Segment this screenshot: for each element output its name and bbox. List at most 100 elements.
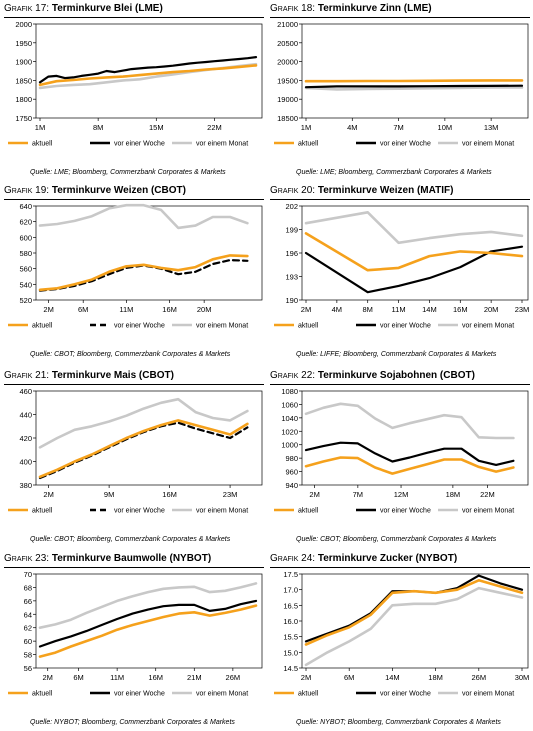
title-rule [270, 567, 530, 568]
y-tick-label: 56 [24, 664, 32, 673]
chart-panel-21: Grafik 21: Terminkurve Mais (CBOT) 380 400… [4, 370, 266, 548]
chart-panel-22: Grafik 22: Terminkurve Sojabohnen (CBOT)… [270, 370, 532, 548]
series-aktuell [304, 456, 515, 475]
x-tick-label: 6M [78, 305, 88, 314]
legend-aktuell: aktuell [8, 141, 53, 148]
legend-vor-einem-monat: vor einem Monat [438, 691, 514, 698]
chart-title: Grafik 23: Terminkurve Baumwolle (NYBOT) [4, 553, 211, 564]
series-vor-einer-woche [304, 84, 524, 89]
chart-title-prefix: Grafik 24: [270, 553, 318, 564]
y-tick-label: 18500 [277, 114, 298, 123]
y-tick-label: 15.0 [283, 648, 298, 657]
y-tick-label: 620 [19, 218, 32, 227]
x-tick-label: 16M [162, 305, 177, 314]
y-tick-label: 1080 [281, 387, 298, 396]
legend-label: aktuell [298, 691, 319, 698]
series-aktuell [38, 604, 258, 658]
y-tick-label: 420 [19, 434, 32, 443]
series-vor-einer-woche [304, 245, 524, 294]
series-vor-einer-woche [38, 258, 249, 292]
plot-area [301, 23, 529, 119]
y-tick-label: 16.5 [283, 601, 298, 610]
x-tick-label: 14M [385, 673, 400, 682]
y-tick-label: 380 [19, 481, 32, 490]
title-rule [4, 567, 264, 568]
y-tick-label: 520 [19, 296, 32, 305]
y-tick-label: 66 [24, 597, 32, 606]
series-vor-einem-monat [38, 397, 249, 449]
series-vor-einem-monat [304, 86, 524, 91]
legend-vor-einer-woche: vor einer Woche [356, 323, 431, 330]
chart-title-prefix: Grafik 20: [270, 185, 318, 196]
y-tick-label: 21000 [277, 20, 298, 29]
chart-title-text: Terminkurve Weizen (CBOT) [51, 185, 186, 196]
y-tick-label: 460 [19, 387, 32, 396]
title-rule [270, 199, 530, 200]
legend-label: vor einer Woche [114, 323, 165, 330]
chart-source: Quelle: LME; Bloomberg, Commerzbank Corp… [30, 169, 226, 176]
y-tick-label: 1020 [281, 427, 298, 436]
x-tick-label: 2M [309, 490, 319, 499]
series-vor-einem-monat [304, 211, 524, 245]
series-aktuell [304, 79, 524, 83]
x-tick-label: 30M [515, 673, 530, 682]
chart-panel-24: Grafik 24: Terminkurve Zucker (NYBOT) 14.… [270, 553, 532, 731]
y-tick-label: 19500 [277, 76, 298, 85]
x-tick-label: 10M [438, 123, 453, 132]
legend-vor-einem-monat: vor einem Monat [172, 691, 248, 698]
legend-label: vor einer Woche [380, 691, 431, 698]
x-tick-label: 2M [43, 673, 53, 682]
x-tick-label: 18M [446, 490, 461, 499]
series-vor-einem-monat [304, 402, 515, 440]
chart-panel-18: Grafik 18: Terminkurve Zinn (LME) 18500 19… [270, 3, 532, 181]
series-vor-einem-monat [38, 203, 249, 230]
x-tick-label: 14M [422, 305, 437, 314]
line-chart: 190 193 196 199 202 2M 4M 8M 11M 14M 16M 20M 23M aktu… [274, 202, 529, 330]
y-tick-label: 1850 [15, 76, 32, 85]
legend-vor-einem-monat: vor einem Monat [438, 323, 514, 330]
x-tick-label: 16M [148, 673, 163, 682]
x-tick-label: 1M [35, 123, 45, 132]
title-rule [270, 384, 530, 385]
chart-title-text: Terminkurve Zucker (NYBOT) [317, 553, 458, 564]
y-tick-label: 60 [24, 637, 32, 646]
chart-title-text: Terminkurve Mais (CBOT) [51, 370, 174, 381]
x-tick-label: 16M [162, 490, 177, 499]
chart-source: Quelle: LIFFE; Bloomberg, Commerzbank Co… [296, 351, 497, 358]
x-tick-label: 2M [43, 305, 53, 314]
chart-title: Grafik 19: Terminkurve Weizen (CBOT) [4, 185, 186, 196]
y-tick-label: 1040 [281, 414, 298, 423]
legend-label: vor einer Woche [380, 508, 431, 515]
chart-title-prefix: Grafik 21: [4, 370, 52, 381]
x-tick-label: 11M [110, 673, 124, 682]
x-tick-label: 21M [187, 673, 202, 682]
line-chart: 380 400 420 440 460 2M 9M 16M 23M aktuell vor eine… [8, 387, 263, 515]
y-tick-label: 68 [24, 583, 32, 592]
chart-source: Quelle: CBOT; Bloomberg, Commerzbank Cor… [30, 351, 231, 358]
chart-title-prefix: Grafik 18: [270, 3, 318, 14]
legend-label: vor einer Woche [380, 323, 431, 330]
y-tick-label: 400 [19, 458, 32, 467]
legend-label: vor einem Monat [462, 508, 514, 515]
legend-vor-einer-woche: vor einer Woche [90, 323, 165, 330]
title-rule [4, 384, 264, 385]
legend-vor-einer-woche: vor einer Woche [90, 691, 165, 698]
x-tick-label: 4M [347, 123, 357, 132]
legend-label: vor einer Woche [114, 691, 165, 698]
x-tick-label: 7M [393, 123, 403, 132]
x-tick-label: 22M [480, 490, 495, 499]
y-tick-label: 17.0 [283, 586, 298, 595]
y-tick-label: 600 [19, 233, 32, 242]
y-tick-label: 14.5 [283, 664, 298, 673]
legend-label: aktuell [32, 691, 53, 698]
legend-aktuell: aktuell [8, 323, 53, 330]
plot-area [301, 573, 529, 669]
legend-label: aktuell [298, 323, 319, 330]
legend-vor-einer-woche: vor einer Woche [90, 508, 165, 515]
x-tick-label: 22M [207, 123, 222, 132]
legend-aktuell: aktuell [274, 691, 319, 698]
chart-source: Quelle: CBOT; Bloomberg, Commerzbank Cor… [296, 536, 497, 543]
legend-label: vor einem Monat [462, 691, 514, 698]
legend-label: vor einem Monat [196, 141, 248, 148]
line-chart: 520 540 560 580 600 620 640 2M 6M 11M 16M 20M aktuel… [8, 202, 263, 330]
